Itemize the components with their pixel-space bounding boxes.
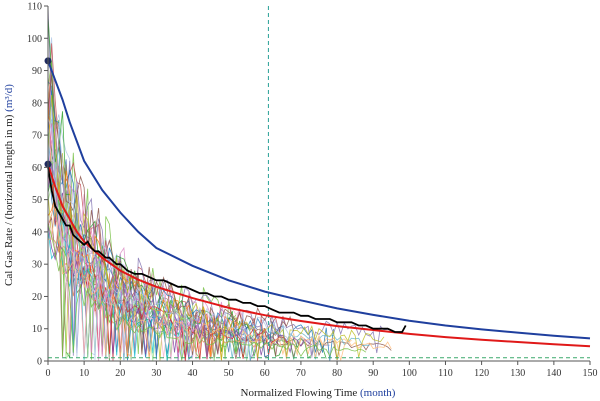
- y-tick-label: 60: [32, 163, 42, 174]
- y-axis-unit: (m³/d): [3, 84, 15, 112]
- average-curve: [47, 167, 407, 333]
- x-tick-label: 130: [510, 368, 525, 379]
- well-line: [47, 214, 183, 360]
- x-tick-label: 0: [46, 368, 51, 379]
- upper-fit-curve: [47, 60, 591, 340]
- well-line: [47, 106, 295, 360]
- axes: [44, 5, 591, 365]
- x-tick-label: 120: [474, 368, 489, 379]
- x-tick-label: 40: [188, 368, 198, 379]
- x-tick-label: 70: [296, 368, 306, 379]
- y-tick-label: 100: [27, 34, 42, 45]
- individual-well-lines: [47, 5, 392, 362]
- x-tick-label: 110: [438, 368, 453, 379]
- well-line: [47, 223, 367, 361]
- y-tick-label: 30: [32, 260, 42, 271]
- y-tick-label: 0: [37, 357, 42, 368]
- x-axis-unit: (month): [360, 387, 396, 399]
- y-tick-label: 50: [32, 195, 42, 206]
- x-tick-label: 140: [546, 368, 561, 379]
- x-tick-label: 20: [115, 368, 125, 379]
- y-tick-label: 70: [32, 131, 42, 142]
- y-axis-title: Cal Gas Rate / (horizontal length in m) …: [3, 84, 15, 286]
- x-tick-label: 90: [368, 368, 378, 379]
- x-axis-title-text: Normalized Flowing Time: [241, 387, 358, 399]
- mean-fit-curve: [47, 163, 591, 348]
- y-tick-label: 10: [32, 324, 42, 335]
- y-tick-label: 80: [32, 98, 42, 109]
- reference-markers: [48, 6, 590, 361]
- y-tick-label: 20: [32, 292, 42, 303]
- well-line: [47, 81, 258, 353]
- y-tick-label: 90: [32, 66, 42, 77]
- x-axis-title: Normalized Flowing Time (month): [241, 387, 396, 399]
- tick-labels: 0 10 20 30 40 50 60 70 80 90 100 110 120 130 140 150 0 10…: [27, 2, 598, 380]
- x-tick-label: 150: [583, 368, 598, 379]
- x-tick-label: 60: [260, 368, 270, 379]
- fit-curves: [47, 60, 591, 348]
- x-tick-label: 80: [332, 368, 342, 379]
- x-tick-label: 100: [402, 368, 417, 379]
- y-axis-title-text: Cal Gas Rate / (horizontal length in m): [3, 114, 15, 286]
- well-line: [47, 165, 248, 358]
- average-curve-group: [47, 167, 407, 333]
- y-tick-label: 110: [27, 2, 42, 13]
- well-line: [47, 161, 190, 359]
- well-line: [48, 205, 392, 361]
- x-tick-label: 30: [151, 368, 161, 379]
- x-tick-label: 10: [79, 368, 89, 379]
- x-tick-label: 50: [224, 368, 234, 379]
- y-tick-label: 40: [32, 227, 42, 238]
- well-line: [47, 130, 186, 361]
